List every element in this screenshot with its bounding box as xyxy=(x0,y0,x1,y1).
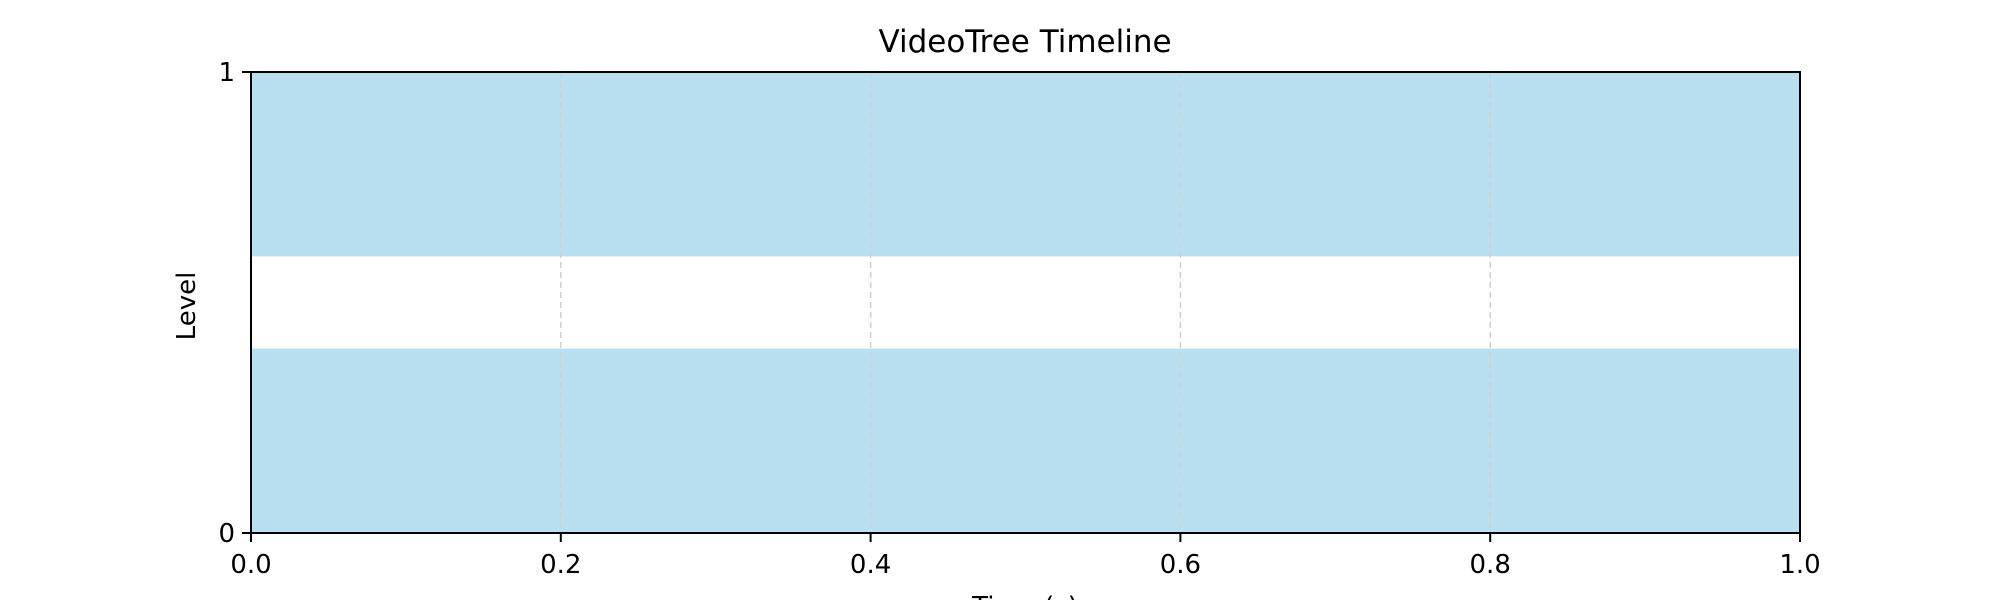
chart-title: VideoTree Timeline xyxy=(878,24,1171,60)
y-axis-label: Level xyxy=(172,272,202,341)
x-tick-label: 0.0 xyxy=(230,550,271,580)
x-tick-label: 0.8 xyxy=(1470,550,1511,580)
y-ticks-layer: 01 xyxy=(218,58,251,549)
bars-layer xyxy=(251,72,1800,533)
plot-frame xyxy=(250,71,1801,534)
timeline-bar xyxy=(251,72,1800,257)
x-tick-label: 0.4 xyxy=(850,550,891,580)
timeline-bar xyxy=(251,348,1800,533)
x-axis-label: Time (s) xyxy=(971,592,1078,600)
y-tick-label: 0 xyxy=(218,519,235,549)
grid-layer xyxy=(560,72,1491,533)
x-tick-label: 0.2 xyxy=(540,550,581,580)
x-tick-label: 0.6 xyxy=(1160,550,1201,580)
y-tick-label: 1 xyxy=(218,58,235,88)
x-tick-label: 1.0 xyxy=(1779,550,1820,580)
x-ticks-layer: 0.0 0.2 0.4 0.6 0.8 1.0 xyxy=(230,533,1821,580)
